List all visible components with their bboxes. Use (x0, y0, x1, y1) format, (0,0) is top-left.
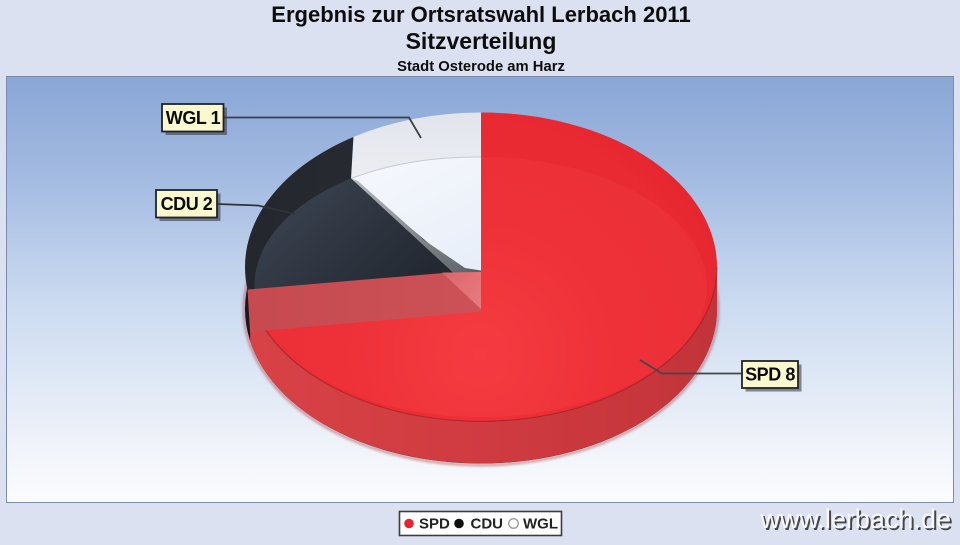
svg-text:WGL: WGL (523, 516, 558, 533)
svg-text:www.lerbach.de: www.lerbach.de (761, 506, 953, 536)
svg-text:SPD 8: SPD 8 (745, 365, 795, 385)
svg-text:WGL 1: WGL 1 (166, 108, 221, 128)
svg-text:www.lerbach.de: www.lerbach.de (759, 504, 951, 534)
svg-text:Ergebnis zur Ortsratswahl Lerb: Ergebnis zur Ortsratswahl Lerbach 2011 (271, 2, 690, 27)
svg-text:CDU 2: CDU 2 (161, 194, 213, 214)
svg-text:Stadt Osterode am Harz: Stadt Osterode am Harz (397, 59, 565, 75)
svg-text:CDU: CDU (471, 516, 504, 533)
svg-text:SPD: SPD (419, 516, 450, 533)
svg-text:Sitzverteilung: Sitzverteilung (406, 28, 557, 54)
